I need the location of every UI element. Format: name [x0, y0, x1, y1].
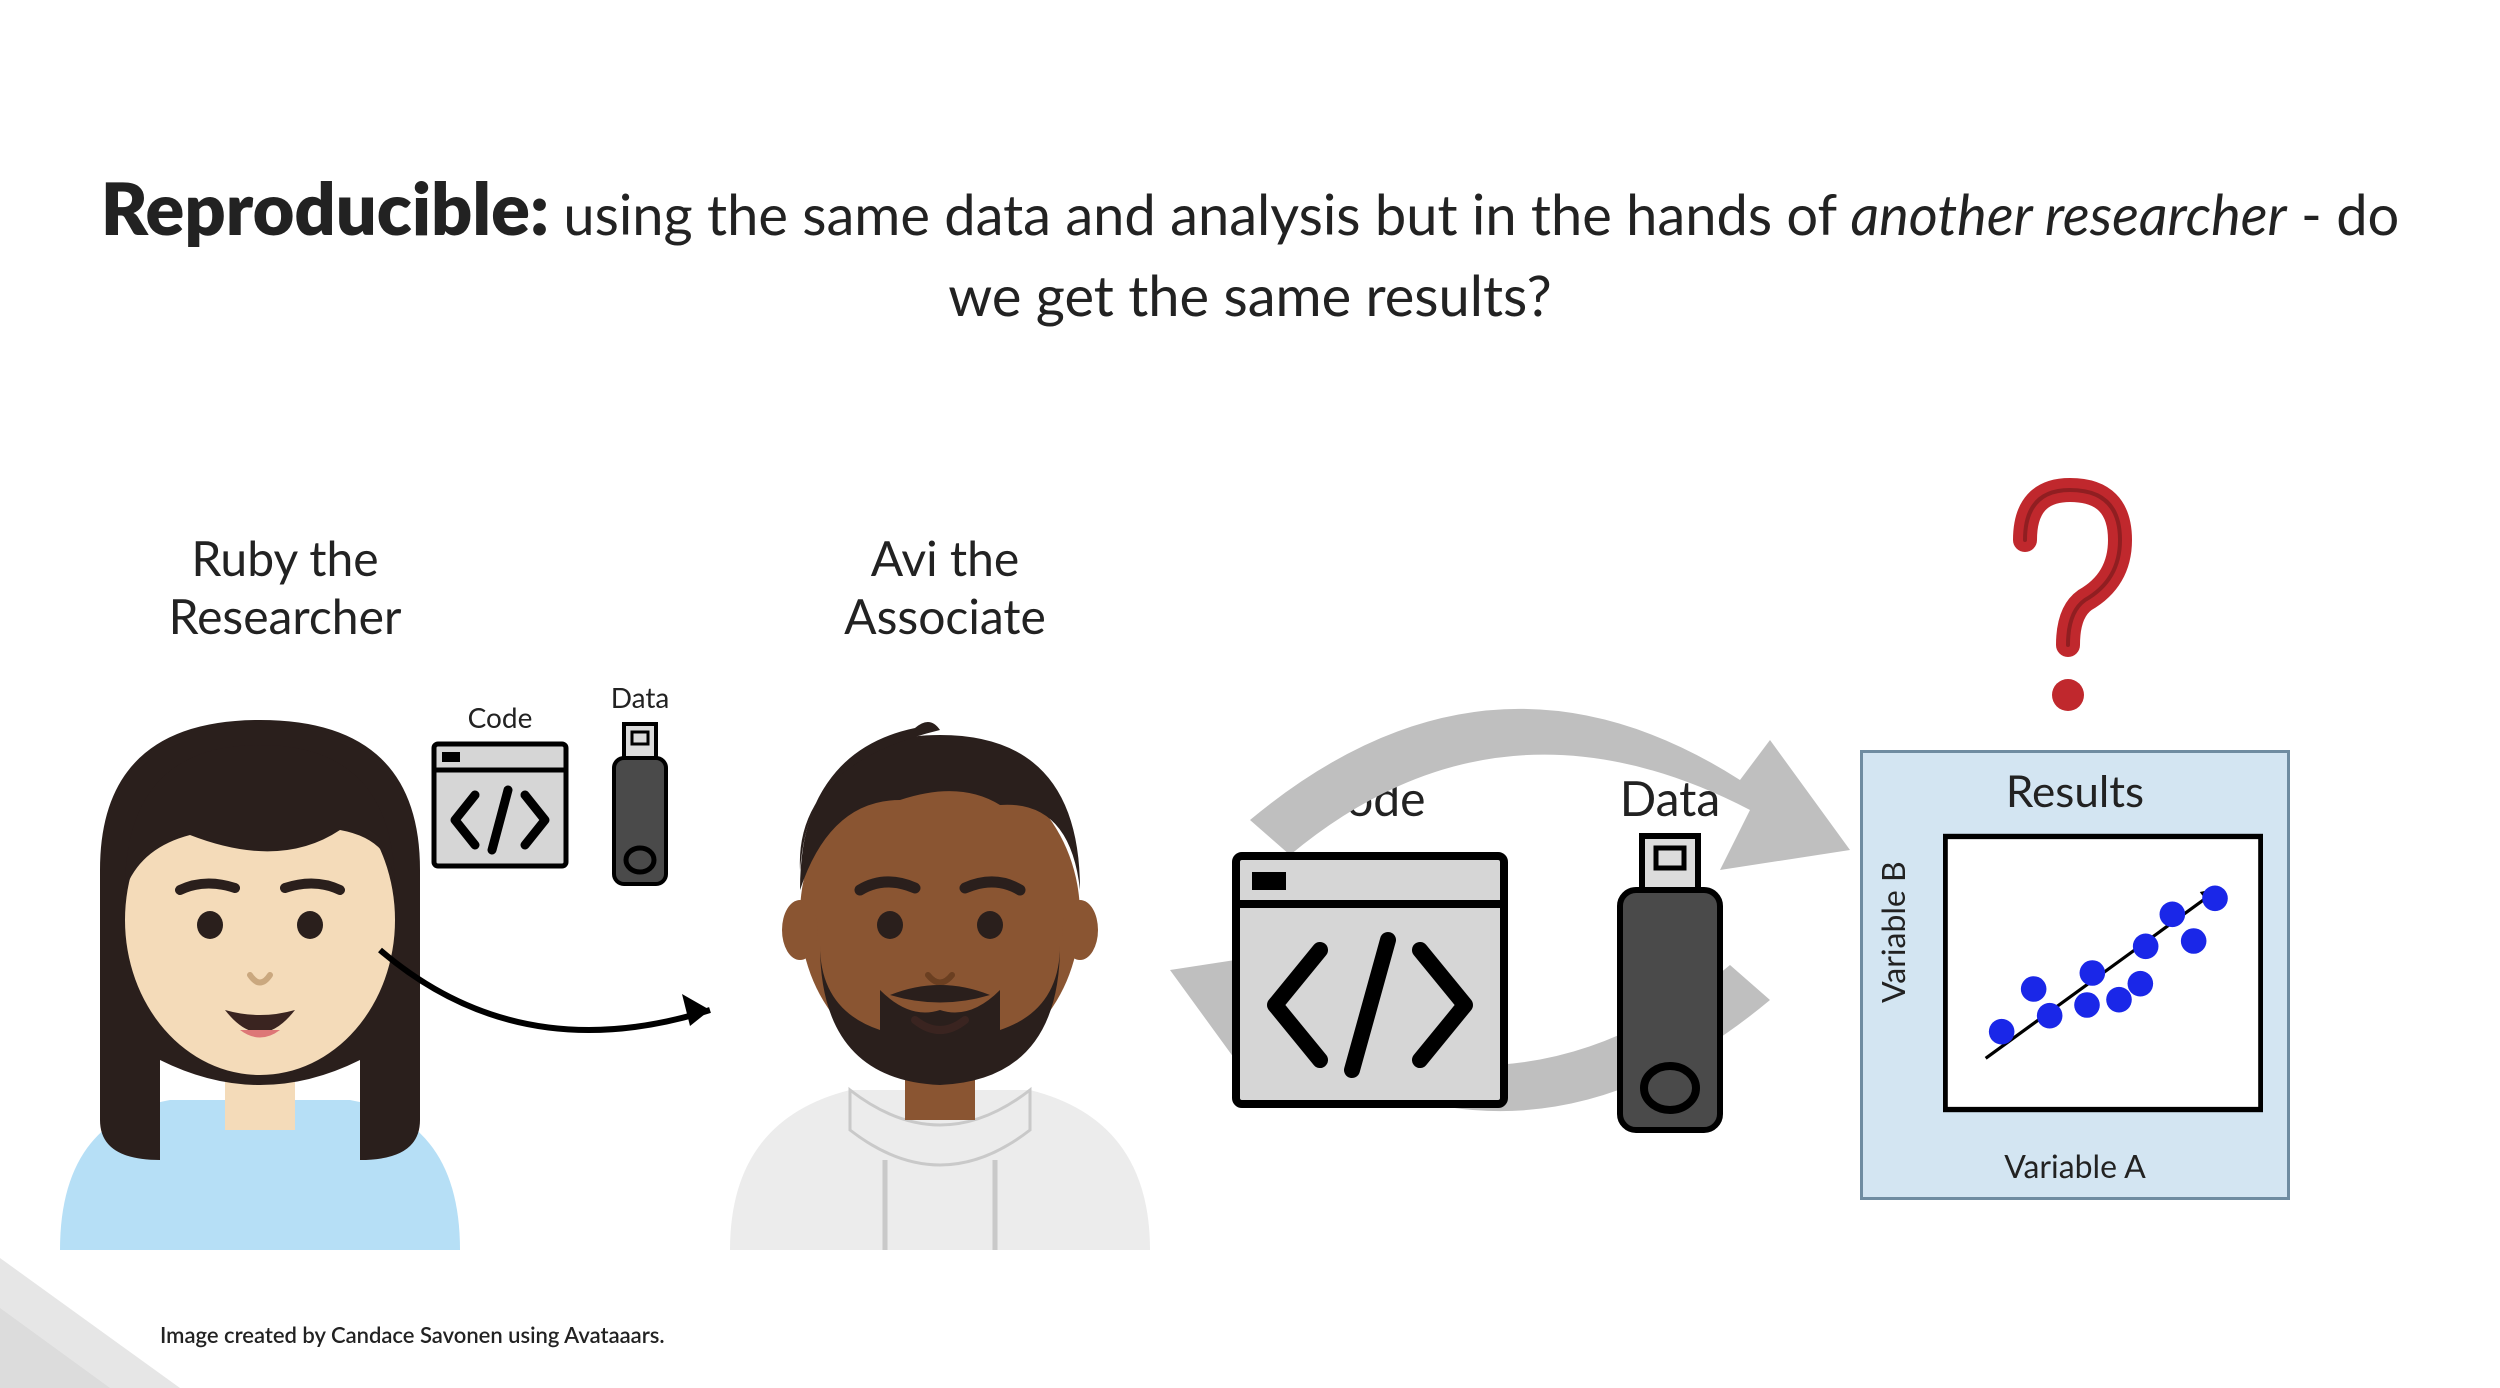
- usb-icon-lg: [1610, 830, 1730, 1140]
- axis-a-label: Variable A: [1863, 1146, 2287, 1185]
- question-mark-icon: [1990, 470, 2150, 730]
- avi-label-line2: Associate: [844, 588, 1046, 645]
- heading-bold: Reproducible:: [101, 165, 549, 251]
- ruby-label-line1: Ruby the: [191, 530, 378, 587]
- data-label-sm: Data: [590, 680, 690, 714]
- heading: Reproducible: using the same data and an…: [60, 160, 2440, 333]
- image-credit: Image created by Candace Savonen using A…: [160, 1321, 665, 1348]
- heading-italic: another researcher: [1850, 180, 2286, 247]
- corner-decoration: [0, 1258, 180, 1388]
- transfer-arrow: [370, 940, 740, 1080]
- results-scatter: [1943, 823, 2263, 1123]
- heading-text-1: using the same data and analysis but in …: [549, 180, 1850, 247]
- axis-b-label: Variable B: [1873, 861, 1912, 1003]
- avi-avatar: [700, 690, 1180, 1250]
- usb-icon-sm: [608, 720, 672, 890]
- code-icon-lg: [1230, 850, 1510, 1110]
- code-icon-sm: [430, 740, 570, 870]
- avi-label: Avi the Associate: [770, 530, 1120, 645]
- avi-label-line1: Avi the: [871, 530, 1020, 587]
- ruby-label: Ruby the Researcher: [110, 530, 460, 645]
- results-panel: Results Variable B Variable A: [1860, 750, 2290, 1200]
- results-title: Results: [1863, 765, 2287, 817]
- ruby-label-line2: Researcher: [169, 588, 402, 645]
